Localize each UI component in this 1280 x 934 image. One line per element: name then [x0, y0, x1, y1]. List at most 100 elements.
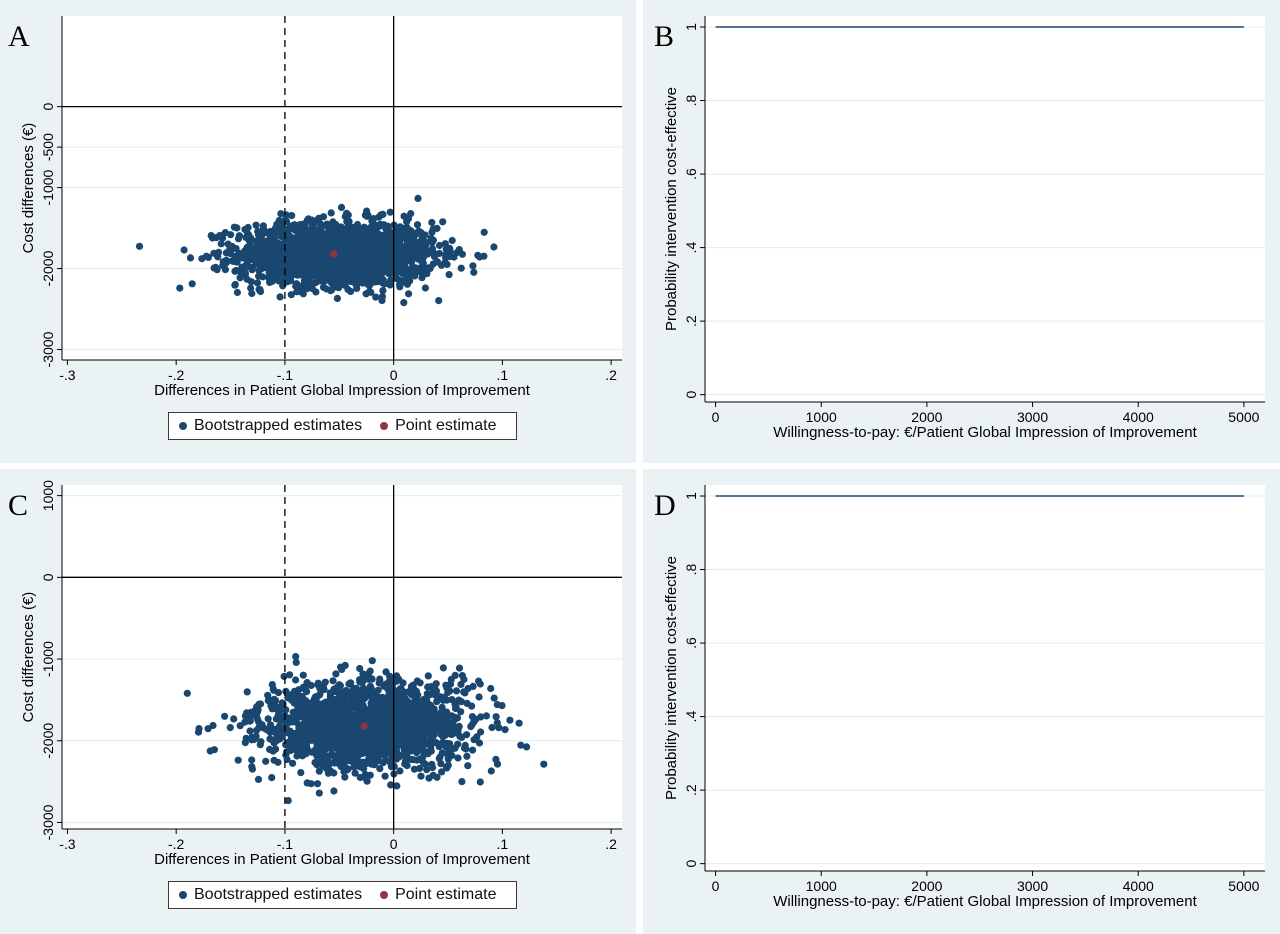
panel-a: -.3 -.2 -.1 0.1.2 -3000 -2000 -1000 -500 0 Differ…: [0, 0, 636, 463]
bootstrap-point: [334, 738, 342, 746]
bootstrap-point: [236, 722, 244, 730]
bootstrap-point: [213, 266, 221, 274]
bootstrap-point: [267, 227, 275, 236]
bootstrap-point: [280, 276, 288, 284]
bootstrap-point: [288, 212, 296, 220]
bootstrap-point: [221, 266, 229, 274]
bootstrap-point: [396, 281, 404, 289]
bootstrap-point: [343, 209, 351, 217]
bootstrap-point: [202, 252, 210, 260]
bootstrap-point: [458, 733, 466, 741]
x-tick-label: 1000: [806, 878, 837, 894]
bootstrap-point: [387, 781, 395, 789]
y-tick-label: .8: [683, 95, 699, 107]
x-tick-label: 4000: [1123, 409, 1154, 425]
bootstrap-point: [457, 708, 465, 716]
x-tick-label: 5000: [1228, 878, 1259, 894]
bootstrap-point: [344, 259, 352, 267]
bootstrap-point: [296, 249, 304, 257]
bootstrap-point: [357, 241, 365, 249]
bootstrap-point: [426, 264, 434, 273]
bootstrap-point: [400, 299, 408, 307]
bootstrap-point: [257, 256, 265, 264]
bootstrap-point: [487, 684, 495, 693]
bootstrap-point: [311, 758, 319, 767]
bootstrap-point: [360, 249, 368, 257]
bootstrap-point: [446, 741, 454, 749]
bootstrap-point: [208, 234, 217, 242]
bootstrap-point: [379, 287, 387, 295]
bootstrap-point: [294, 730, 302, 738]
bootstrap-point: [411, 272, 419, 280]
chart-svg: -.3 -.2 -.1 0.1.2-3000-2000-1000-5000Differ…: [20, 16, 622, 399]
bootstrap-point: [263, 258, 271, 266]
bootstrap-point: [373, 710, 381, 718]
bootstrap-point: [446, 680, 455, 688]
bootstrap-point: [267, 237, 275, 245]
bootstrap-point: [247, 284, 255, 292]
bootstrap-point: [328, 286, 336, 294]
bootstrap-point: [341, 773, 349, 781]
bootstrap-point: [457, 264, 465, 272]
bootstrap-point: [384, 698, 392, 707]
chart-svg: 0 1000 2000 3000 4000 5000 0 .2 .4 .6 .8 1 Willingne…: [663, 485, 1265, 910]
panel-letter: A: [8, 20, 30, 53]
x-tick-label: 0: [712, 409, 720, 425]
bootstrap-point: [424, 672, 432, 680]
bootstrap-point: [403, 762, 411, 770]
bootstrap-point: [318, 700, 326, 708]
bootstrap-point: [406, 244, 414, 252]
bootstrap-point: [344, 765, 352, 773]
bootstrap-point: [492, 755, 500, 763]
x-tick-label: -.2: [168, 836, 185, 852]
bootstrap-point: [373, 278, 381, 286]
panel-letter: B: [654, 20, 675, 53]
bootstrap-point: [403, 744, 411, 752]
bootstrap-point: [463, 752, 471, 760]
plot-area: [705, 16, 1265, 402]
bootstrap-point: [414, 194, 422, 202]
y-tick-label: -500: [40, 133, 56, 161]
legend: Bootstrapped estimates Point estimate: [168, 412, 517, 440]
panel-letter: D: [654, 489, 676, 522]
y-tick-label: -3000: [40, 804, 56, 840]
bootstrap-point: [415, 708, 423, 716]
bootstrap-point: [430, 249, 438, 257]
bootstrap-point: [440, 693, 448, 701]
bootstrap-point: [448, 712, 456, 720]
legend-item-bootstrap: Bootstrapped estimates: [179, 417, 362, 435]
bootstrap-point: [467, 723, 475, 731]
bootstrap-point: [375, 241, 383, 249]
bootstrap-point: [320, 685, 328, 693]
bootstrap-point: [367, 288, 375, 296]
bootstrap-point: [329, 708, 337, 716]
bootstrap-point: [399, 722, 407, 730]
bootstrap-point: [469, 682, 477, 690]
bootstrap-point: [351, 257, 359, 265]
bootstrap-point: [292, 658, 300, 666]
legend-label: Point estimate: [395, 417, 497, 434]
bootstrap-point: [396, 267, 404, 275]
bootstrap-point: [365, 281, 374, 289]
legend-label: Bootstrapped estimates: [194, 417, 363, 434]
bootstrap-point: [354, 231, 362, 240]
bootstrap-point: [416, 732, 424, 741]
bootstrap-point: [254, 227, 262, 236]
bootstrap-point: [257, 723, 265, 731]
bootstrap-point: [313, 780, 322, 788]
bootstrap-point: [345, 701, 354, 709]
bootstrap-point: [303, 779, 311, 787]
bootstrap-point: [241, 739, 249, 747]
bootstrap-point: [330, 235, 338, 243]
bootstrap-point: [282, 741, 290, 749]
bootstrap-point: [444, 761, 452, 769]
bootstrap-point: [424, 748, 432, 756]
bootstrap-point: [375, 718, 383, 726]
bootstrap-point: [272, 269, 280, 277]
bootstrap-point: [384, 734, 392, 742]
bootstrap-point: [330, 769, 338, 777]
bootstrap-point: [368, 256, 376, 264]
bootstrap-point: [334, 260, 342, 268]
bootstrap-point: [451, 744, 459, 752]
bootstrap-point: [269, 253, 277, 261]
